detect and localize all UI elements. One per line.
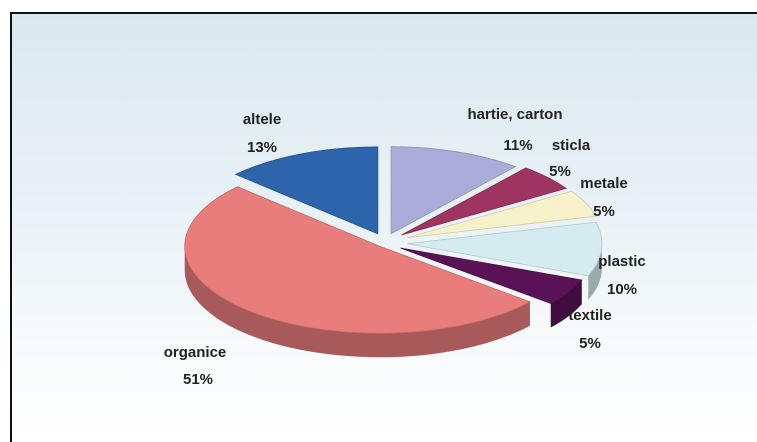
label-organice: organice	[164, 344, 227, 361]
slice-altele	[234, 146, 379, 235]
label-textile: textile	[568, 307, 611, 324]
label-metale: metale	[580, 175, 628, 192]
slice-side-plastic	[588, 243, 602, 300]
slice-textile	[400, 247, 583, 304]
value-altele: 13%	[247, 139, 277, 156]
chart-frame	[10, 12, 757, 442]
label-sticla: sticla	[552, 137, 591, 154]
slice-organice	[184, 186, 531, 334]
value-sticla: 5%	[549, 163, 571, 180]
slice-hartie-carton	[390, 146, 517, 235]
slice-side-textile	[550, 280, 582, 328]
label-hartie-carton: hartie, carton	[467, 106, 562, 123]
slice-sticla	[401, 167, 568, 236]
value-hartie-carton: 11%	[503, 137, 532, 154]
value-plastic: 10%	[607, 281, 637, 298]
slice-side-organice	[184, 246, 530, 358]
value-organice: 51%	[183, 371, 213, 388]
slice-metale	[406, 190, 597, 239]
label-plastic: plastic	[598, 253, 646, 270]
value-textile: 5%	[579, 335, 601, 352]
slice-plastic	[406, 221, 603, 277]
value-metale: 5%	[593, 203, 615, 220]
label-altele: altele	[243, 111, 281, 128]
